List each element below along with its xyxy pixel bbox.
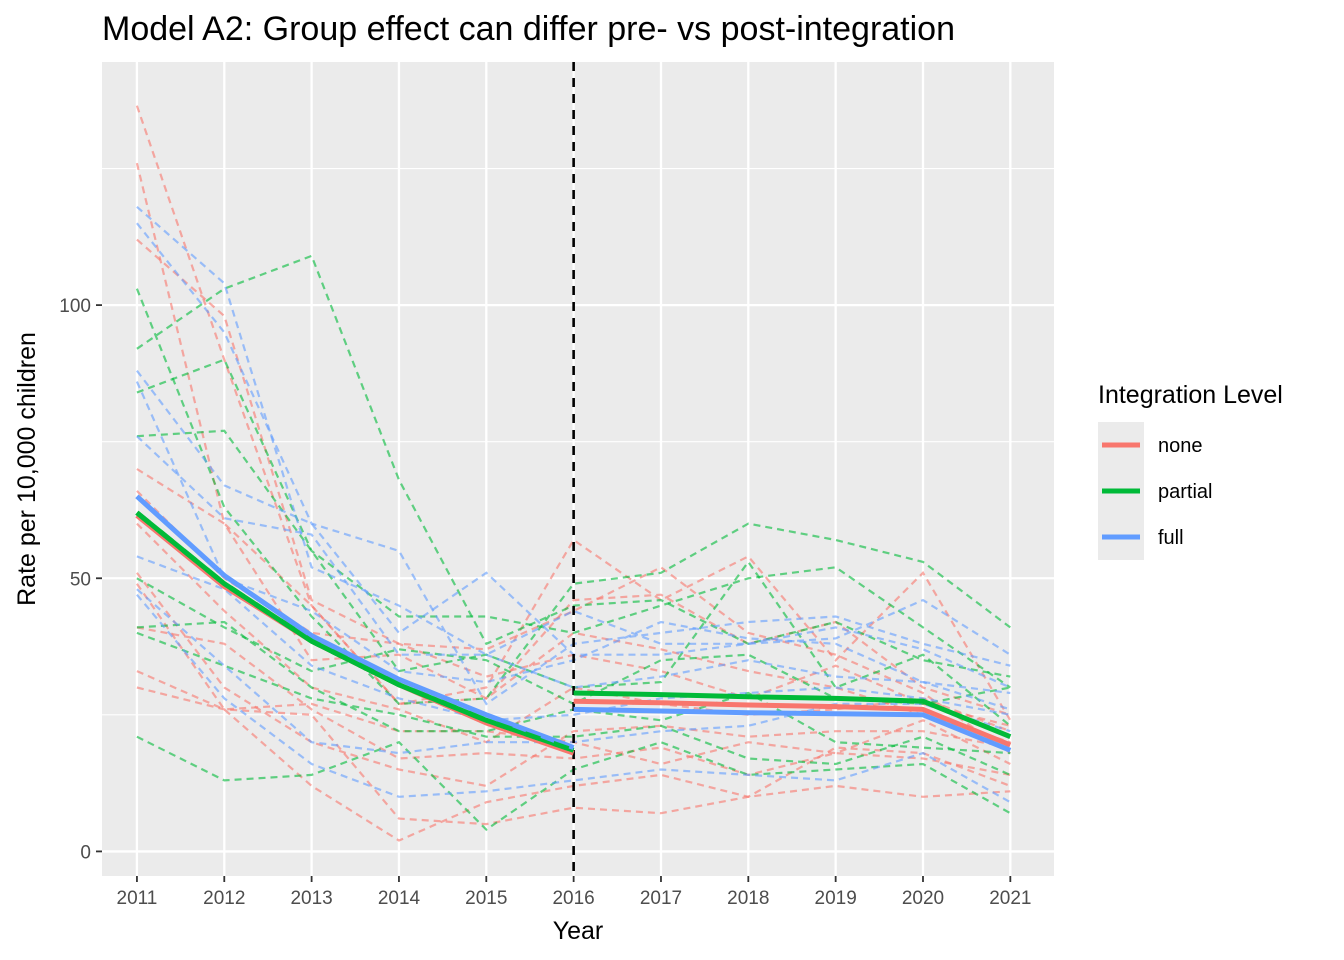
- x-tick-label: 2014: [378, 888, 421, 909]
- chart-title: Model A2: Group effect can differ pre- v…: [102, 10, 955, 48]
- series-line-none: [136, 572, 1011, 788]
- x-axis-title: Year: [553, 917, 604, 945]
- fitted-lines: [135, 494, 1012, 756]
- x-tick-label: 2012: [203, 888, 245, 909]
- x-tick-label: 2019: [815, 888, 857, 909]
- series-line-full: [136, 435, 1011, 711]
- x-tick-label: 2016: [552, 888, 594, 909]
- fitted-line-partial-post: [573, 690, 1012, 740]
- series-line-full: [136, 205, 1011, 656]
- y-axis-title: Rate per 10,000 children: [13, 332, 41, 606]
- y-tick-label: 100: [59, 296, 91, 317]
- series-line-none: [136, 238, 1011, 755]
- y-tick-label: 50: [70, 569, 91, 590]
- y-axis: 0 50 100: [59, 296, 102, 863]
- major-gridlines: [102, 62, 1054, 876]
- x-tick-label: 2013: [290, 888, 332, 909]
- legend-label-full: full: [1158, 527, 1184, 549]
- series-line-partial: [135, 288, 1011, 706]
- y-tick-label: 0: [80, 842, 91, 863]
- legend-title: Integration Level: [1098, 381, 1283, 409]
- x-tick-label: 2020: [902, 888, 944, 909]
- series-line-none: [135, 105, 1012, 721]
- series-line-none: [136, 686, 1011, 826]
- legend-label-partial: partial: [1158, 481, 1212, 503]
- plot-panel: [102, 62, 1054, 876]
- series-line-partial: [136, 254, 1011, 678]
- x-tick-label: 2011: [117, 888, 158, 909]
- fitted-line-full-pre: [135, 494, 575, 750]
- legend: Integration Level none partial full: [1098, 381, 1283, 560]
- x-tick-label: 2018: [727, 888, 769, 909]
- series-line-none: [135, 162, 1011, 716]
- series-line-full: [136, 555, 1011, 722]
- x-tick-label: 2021: [989, 888, 1031, 909]
- series-line-none: [136, 468, 1011, 744]
- fitted-line-partial-pre-overlay: [135, 510, 575, 753]
- series-line-partial: [136, 358, 1011, 689]
- x-tick-label: 2017: [640, 888, 682, 909]
- fitted-line-full-post: [573, 706, 1012, 753]
- legend-label-none: none: [1158, 435, 1203, 457]
- fitted-line-none-post: [573, 698, 1012, 748]
- x-tick-label: 2015: [465, 888, 507, 909]
- series-line-full: [136, 593, 1011, 804]
- x-axis: 2011 2012 2013 2014 2015 2016 2017 2018 2019 2020…: [117, 876, 1031, 909]
